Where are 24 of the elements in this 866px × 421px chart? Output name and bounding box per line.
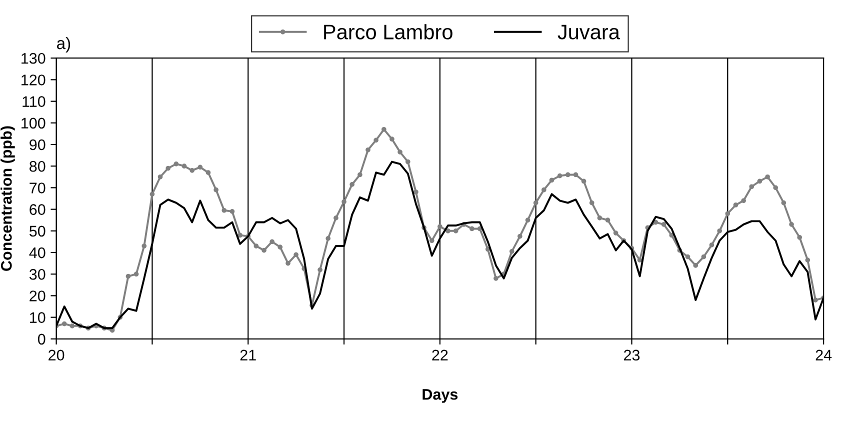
text: a) xyxy=(57,36,70,52)
y-tick-label: 110 xyxy=(22,96,46,107)
x-tick-label: 24 xyxy=(816,350,832,360)
legend-label: Parco Lambro xyxy=(324,24,452,40)
y-tick-label: 10 xyxy=(30,312,46,323)
y-tick-label: 0 xyxy=(38,334,46,345)
y-tick-label: 40 xyxy=(29,247,46,258)
y-tick-label: 120 xyxy=(22,74,46,86)
y-tick-label: 70 xyxy=(30,182,46,194)
y-tick-label: 100 xyxy=(22,118,46,129)
x-axis-title: Days xyxy=(422,389,458,403)
x-tick-label: 23 xyxy=(624,350,640,361)
y-tick-label: 130 xyxy=(22,52,46,64)
x-tick-label: 20 xyxy=(48,350,64,361)
y-tick-label: 60 xyxy=(30,204,46,215)
y-tick-label: 90 xyxy=(30,139,46,150)
y-tick-label: 20 xyxy=(30,290,46,302)
y-tick-label: 80 xyxy=(30,160,46,172)
y-tick-label: 30 xyxy=(29,268,46,280)
y-axis-title: Concentration (ppb) xyxy=(0,126,15,271)
legend-label: Juvara xyxy=(558,24,620,40)
y-tick-label: 50 xyxy=(29,226,46,237)
x-tick-label: 22 xyxy=(432,350,448,360)
x-tick-label: 21 xyxy=(240,350,256,360)
